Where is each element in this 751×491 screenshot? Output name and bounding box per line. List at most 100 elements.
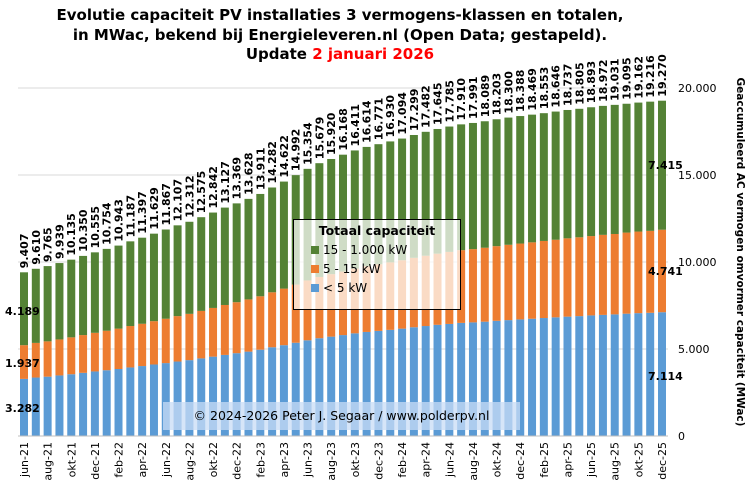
x-tick-label: dec-24: [514, 442, 527, 480]
total-label: 17.482: [420, 85, 433, 127]
bar-segment-orange: [598, 234, 607, 315]
x-tick-label: okt-21: [65, 442, 78, 477]
bar-segment-blue: [173, 361, 182, 436]
bar-segment-blue: [480, 321, 489, 436]
legend: Totaal capaciteit 15 - 1.000 kW 5 - 15 k…: [293, 219, 461, 310]
x-tick-label: apr-24: [420, 442, 433, 478]
bar-segment-blue: [291, 342, 300, 436]
bar-segment-orange: [244, 299, 253, 352]
bar-segment-blue: [315, 338, 324, 436]
bar-segment-orange: [126, 326, 135, 368]
bar-segment-blue: [457, 322, 466, 436]
bar-segment-green: [185, 221, 194, 314]
chart-title-line3: Update 2 januari 2026: [0, 44, 680, 64]
total-label: 18.300: [502, 71, 515, 114]
total-label: 19.270: [656, 54, 669, 97]
total-label: 17.094: [396, 92, 409, 135]
x-tick-label: apr-22: [136, 442, 149, 478]
bar-segment-blue: [31, 377, 40, 436]
bar-segment-orange: [185, 313, 194, 361]
total-label: 11.187: [124, 195, 137, 237]
total-label: 14.282: [266, 141, 279, 183]
total-label: 18.972: [597, 59, 610, 101]
total-label: 18.388: [514, 70, 527, 112]
x-tick-label: dec-23: [372, 442, 385, 480]
y-tick-label: 20.000: [678, 82, 717, 95]
x-tick-label: jun-21: [18, 442, 31, 478]
bar-segment-orange: [55, 339, 64, 376]
bar-segment-blue: [161, 363, 170, 436]
bar-segment-blue: [386, 329, 395, 436]
legend-label: 5 - 15 kW: [323, 262, 381, 276]
total-label: 9.610: [30, 230, 43, 265]
y-tick-label: 0: [678, 430, 685, 443]
bar-segment-green: [445, 126, 454, 252]
bar-segment-green: [468, 122, 477, 250]
bar-segment-green: [433, 128, 442, 254]
total-label: 9.765: [42, 227, 55, 262]
total-label: 11.629: [148, 187, 161, 229]
bar-segment-orange: [173, 316, 182, 362]
bar-segment-orange: [610, 233, 619, 315]
update-prefix: Update: [245, 45, 313, 63]
annotation-first-green: 4.189: [5, 305, 40, 318]
bar-segment-blue: [610, 314, 619, 436]
bar-segment-blue: [539, 318, 548, 436]
total-label: 17.299: [408, 89, 421, 131]
total-label: 18.805: [573, 62, 586, 104]
x-tick-label: apr-23: [278, 442, 291, 478]
total-label: 13.127: [219, 161, 232, 203]
bar-segment-green: [516, 116, 525, 244]
total-label: 18.469: [526, 68, 539, 110]
total-label: 12.842: [207, 166, 220, 208]
bar-segment-green: [232, 203, 241, 303]
bar-segment-green: [43, 266, 52, 342]
y-tick-label: 10.000: [678, 256, 717, 269]
chart-title-line1: Evolutie capaciteit PV installaties 3 ve…: [56, 6, 624, 24]
total-label: 17.910: [455, 78, 468, 121]
bar-segment-orange: [256, 296, 265, 350]
bar-segment-green: [575, 108, 584, 238]
y-tick-label: 5.000: [678, 343, 710, 356]
total-label: 14.992: [290, 129, 303, 171]
bar-segment-green: [102, 248, 111, 331]
bar-segment-orange: [634, 231, 643, 314]
x-tick-label: aug-21: [42, 442, 55, 481]
bar-segment-green: [457, 124, 466, 251]
legend-swatch-orange: [311, 265, 319, 273]
x-tick-label: feb-22: [113, 442, 126, 478]
bar-segment-orange: [551, 239, 560, 318]
bar-segment-green: [31, 268, 40, 343]
total-label: 12.312: [183, 175, 196, 217]
bar-segment-blue: [232, 353, 241, 436]
bar-segment-green: [622, 103, 631, 233]
bar-segment-blue: [598, 314, 607, 436]
bar-segment-orange: [102, 330, 111, 371]
bar-segment-green: [173, 225, 182, 317]
total-label: 18.893: [585, 61, 598, 103]
total-label: 12.575: [195, 171, 208, 213]
y-axis-title: Geaccumuleerd AC vermogen omvormer capac…: [734, 77, 746, 427]
total-label: 16.771: [372, 98, 385, 140]
legend-swatch-blue: [311, 284, 319, 292]
total-label: 14.622: [278, 135, 291, 177]
bar-segment-green: [114, 245, 123, 329]
bar-segment-blue: [90, 371, 99, 436]
x-tick-label: okt-24: [491, 442, 504, 477]
bar-segment-orange: [31, 342, 40, 378]
bar-segment-blue: [350, 333, 359, 436]
annotation-first-orange: 1.937: [5, 357, 40, 370]
bar-segment-blue: [279, 345, 288, 436]
x-tick-label: jun-22: [160, 442, 173, 478]
bar-segment-blue: [138, 366, 147, 436]
bar-segment-orange: [646, 230, 655, 313]
x-tick-label: feb-25: [538, 442, 551, 478]
total-label: 18.089: [479, 75, 492, 117]
legend-item-orange: 5 - 15 kW: [311, 262, 460, 276]
y-tick-label: 15.000: [678, 169, 717, 182]
x-tick-label: feb-24: [396, 442, 409, 478]
bar-segment-blue: [575, 316, 584, 436]
bar-segment-green: [563, 109, 572, 239]
x-tick-label: jun-23: [302, 442, 315, 478]
